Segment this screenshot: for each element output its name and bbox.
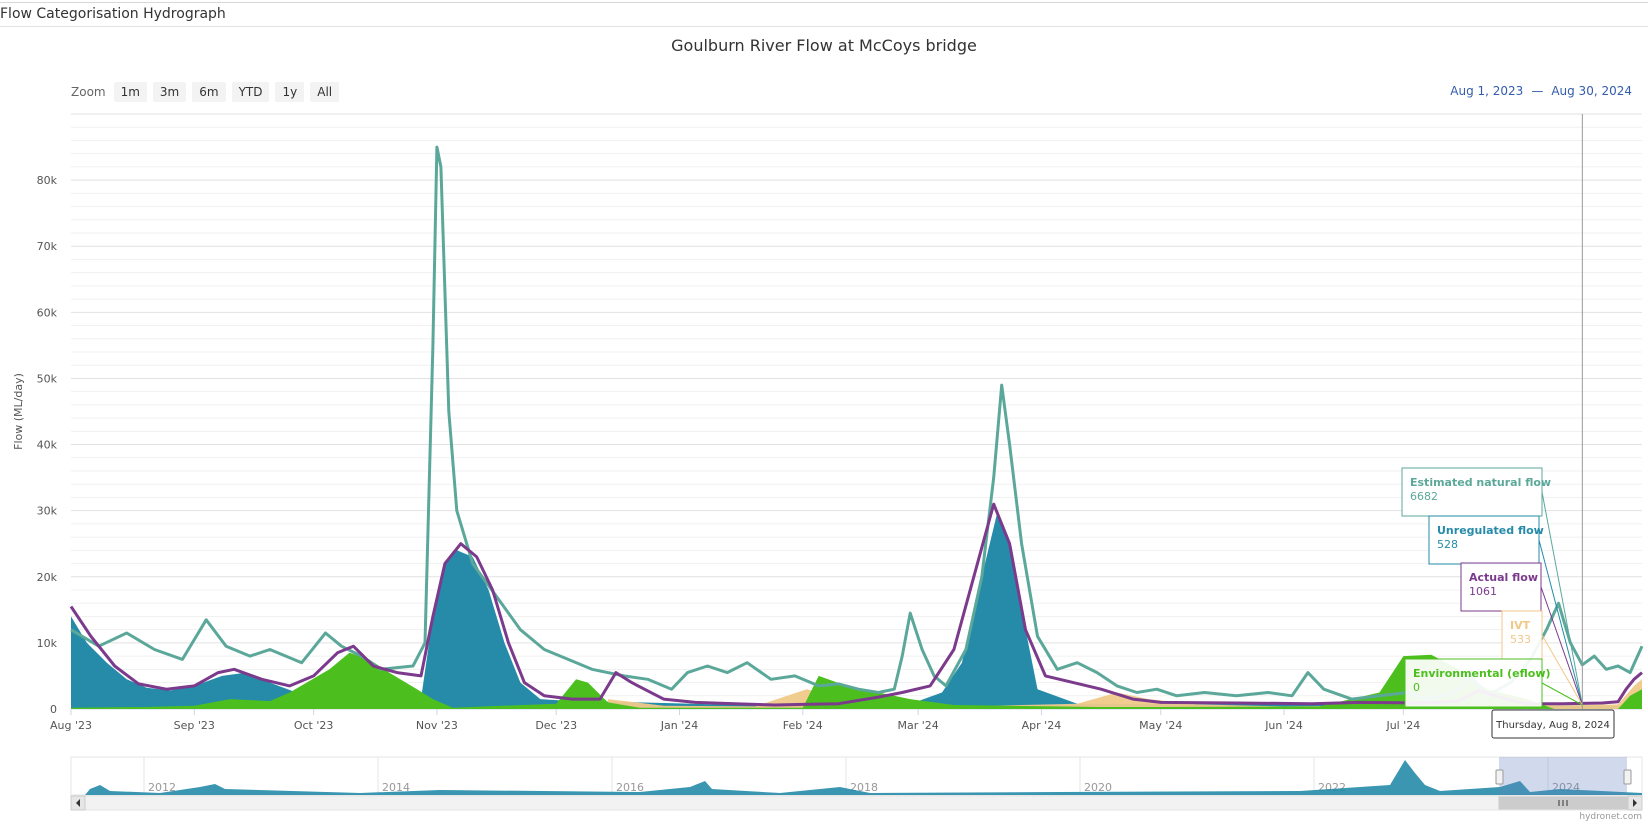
navigator-year-label: 2016 (616, 781, 644, 794)
zoom-button-6m[interactable]: 6m (192, 82, 226, 102)
unregulated-flow-area (71, 510, 1642, 709)
range-from-input[interactable]: Aug 1, 2023 (1450, 84, 1524, 98)
tooltip-series-value: 6682 (1410, 490, 1438, 503)
tooltip-connector (1540, 586, 1583, 706)
chart-title: Goulburn River Flow at McCoys bridge (671, 36, 977, 55)
zoom-button-1m[interactable]: 1m (113, 82, 147, 102)
range-to-input[interactable]: Aug 30, 2024 (1551, 84, 1632, 98)
tooltip-connector (1538, 539, 1583, 706)
scrollbar-track (70, 795, 1643, 811)
tooltip-box (1404, 658, 1543, 708)
tooltip-series-value: 533 (1510, 633, 1531, 646)
x-tick-label: Jun '24 (1264, 719, 1303, 732)
zoom-button-1y[interactable]: 1y (275, 82, 305, 102)
scrollbar (70, 795, 1643, 811)
credit-link[interactable]: hydronet.com (1579, 812, 1642, 822)
ivt-area (607, 679, 1642, 709)
tooltip-series-name: IVT (1510, 619, 1531, 632)
zoom-button-ytd[interactable]: YTD (231, 82, 270, 102)
arrow-right-icon (1633, 799, 1637, 807)
x-tick-label: Jan '24 (660, 719, 698, 732)
tooltip-eflow: Environmental (eflow)0 (1404, 658, 1583, 708)
tooltip-box (1501, 610, 1543, 660)
navigator-year-label: 2014 (382, 781, 410, 794)
x-tick-label: Dec '23 (535, 719, 577, 732)
zoom-button-all[interactable]: All (310, 82, 340, 102)
tooltip-series-value: 1061 (1469, 585, 1497, 598)
arrow-left-icon (76, 799, 80, 807)
tooltip-series-name: Unregulated flow (1437, 524, 1544, 537)
zoom-controls: Zoom 1m 3m 6m YTD 1y All (71, 82, 340, 102)
y-tick-label: 10k (37, 637, 58, 650)
navigator-handle-left[interactable] (1495, 769, 1504, 785)
y-tick-label: 0 (50, 703, 57, 716)
navigator-year-label: 2020 (1084, 781, 1112, 794)
panel-title: Flow Categorisation Hydrograph (0, 6, 226, 22)
navigator-selection (1499, 757, 1627, 795)
y-tick-label: 30k (37, 505, 58, 518)
tooltip-connector (1541, 682, 1583, 706)
tooltip-box (1460, 562, 1542, 612)
x-tick-label: Mar '24 (898, 719, 939, 732)
y-tick-label: 20k (37, 571, 58, 584)
x-tick-label: Apr '24 (1022, 719, 1062, 732)
navigator-year-label: 2012 (148, 781, 176, 794)
tooltip-series-value: 528 (1437, 538, 1458, 551)
tooltip-series-name: Environmental (eflow) (1413, 667, 1551, 680)
y-tick-label: 50k (37, 372, 58, 385)
top-rule (0, 2, 1648, 3)
y-axis-label: Flow (ML/day) (12, 373, 25, 450)
navigator-frame (70, 756, 1643, 796)
tooltip-series-name: Actual flow (1469, 571, 1538, 584)
tooltip-date: Thursday, Aug 8, 2024 (1491, 709, 1615, 739)
x-tick-label: Nov '23 (416, 719, 458, 732)
zoom-label: Zoom (71, 85, 106, 99)
grid-lines (71, 113, 1642, 710)
navigator: 2012 2014 2016 2018 2020 2022 2024 (70, 756, 1643, 796)
x-tick-label: May '24 (1139, 719, 1182, 732)
tooltip-date-label: Thursday, Aug 8, 2024 (1495, 720, 1610, 731)
y-tick-label: 60k (37, 306, 58, 319)
x-tick-label: Oct '23 (294, 719, 334, 732)
tooltip-box (1401, 467, 1543, 517)
tooltip-connector (1541, 491, 1583, 706)
x-tick-label: Feb '24 (783, 719, 823, 732)
tooltip-date-box (1491, 709, 1615, 739)
x-tick-label: Sep '23 (174, 719, 215, 732)
y-tick-label: 80k (37, 174, 58, 187)
y-tick-label: 40k (37, 439, 58, 452)
tooltip-series-value: 0 (1413, 681, 1420, 694)
zoom-button-3m[interactable]: 3m (152, 82, 187, 102)
y-tick-label: 70k (37, 240, 58, 253)
range-dash: — (1531, 84, 1544, 98)
tooltip-series-name: Estimated natural flow (1410, 476, 1551, 489)
panel-rule (0, 26, 1648, 27)
navigator-series (71, 760, 1642, 795)
x-tick-label: Aug '23 (50, 719, 92, 732)
tooltip-box (1428, 515, 1540, 565)
plot-area (69, 145, 1644, 709)
x-tick-label: Jul '24 (1385, 719, 1420, 732)
navigator-handle-right[interactable] (1623, 769, 1632, 785)
date-range: Aug 1, 2023 — Aug 30, 2024 (1446, 84, 1636, 98)
tooltip-connector (1541, 634, 1583, 706)
